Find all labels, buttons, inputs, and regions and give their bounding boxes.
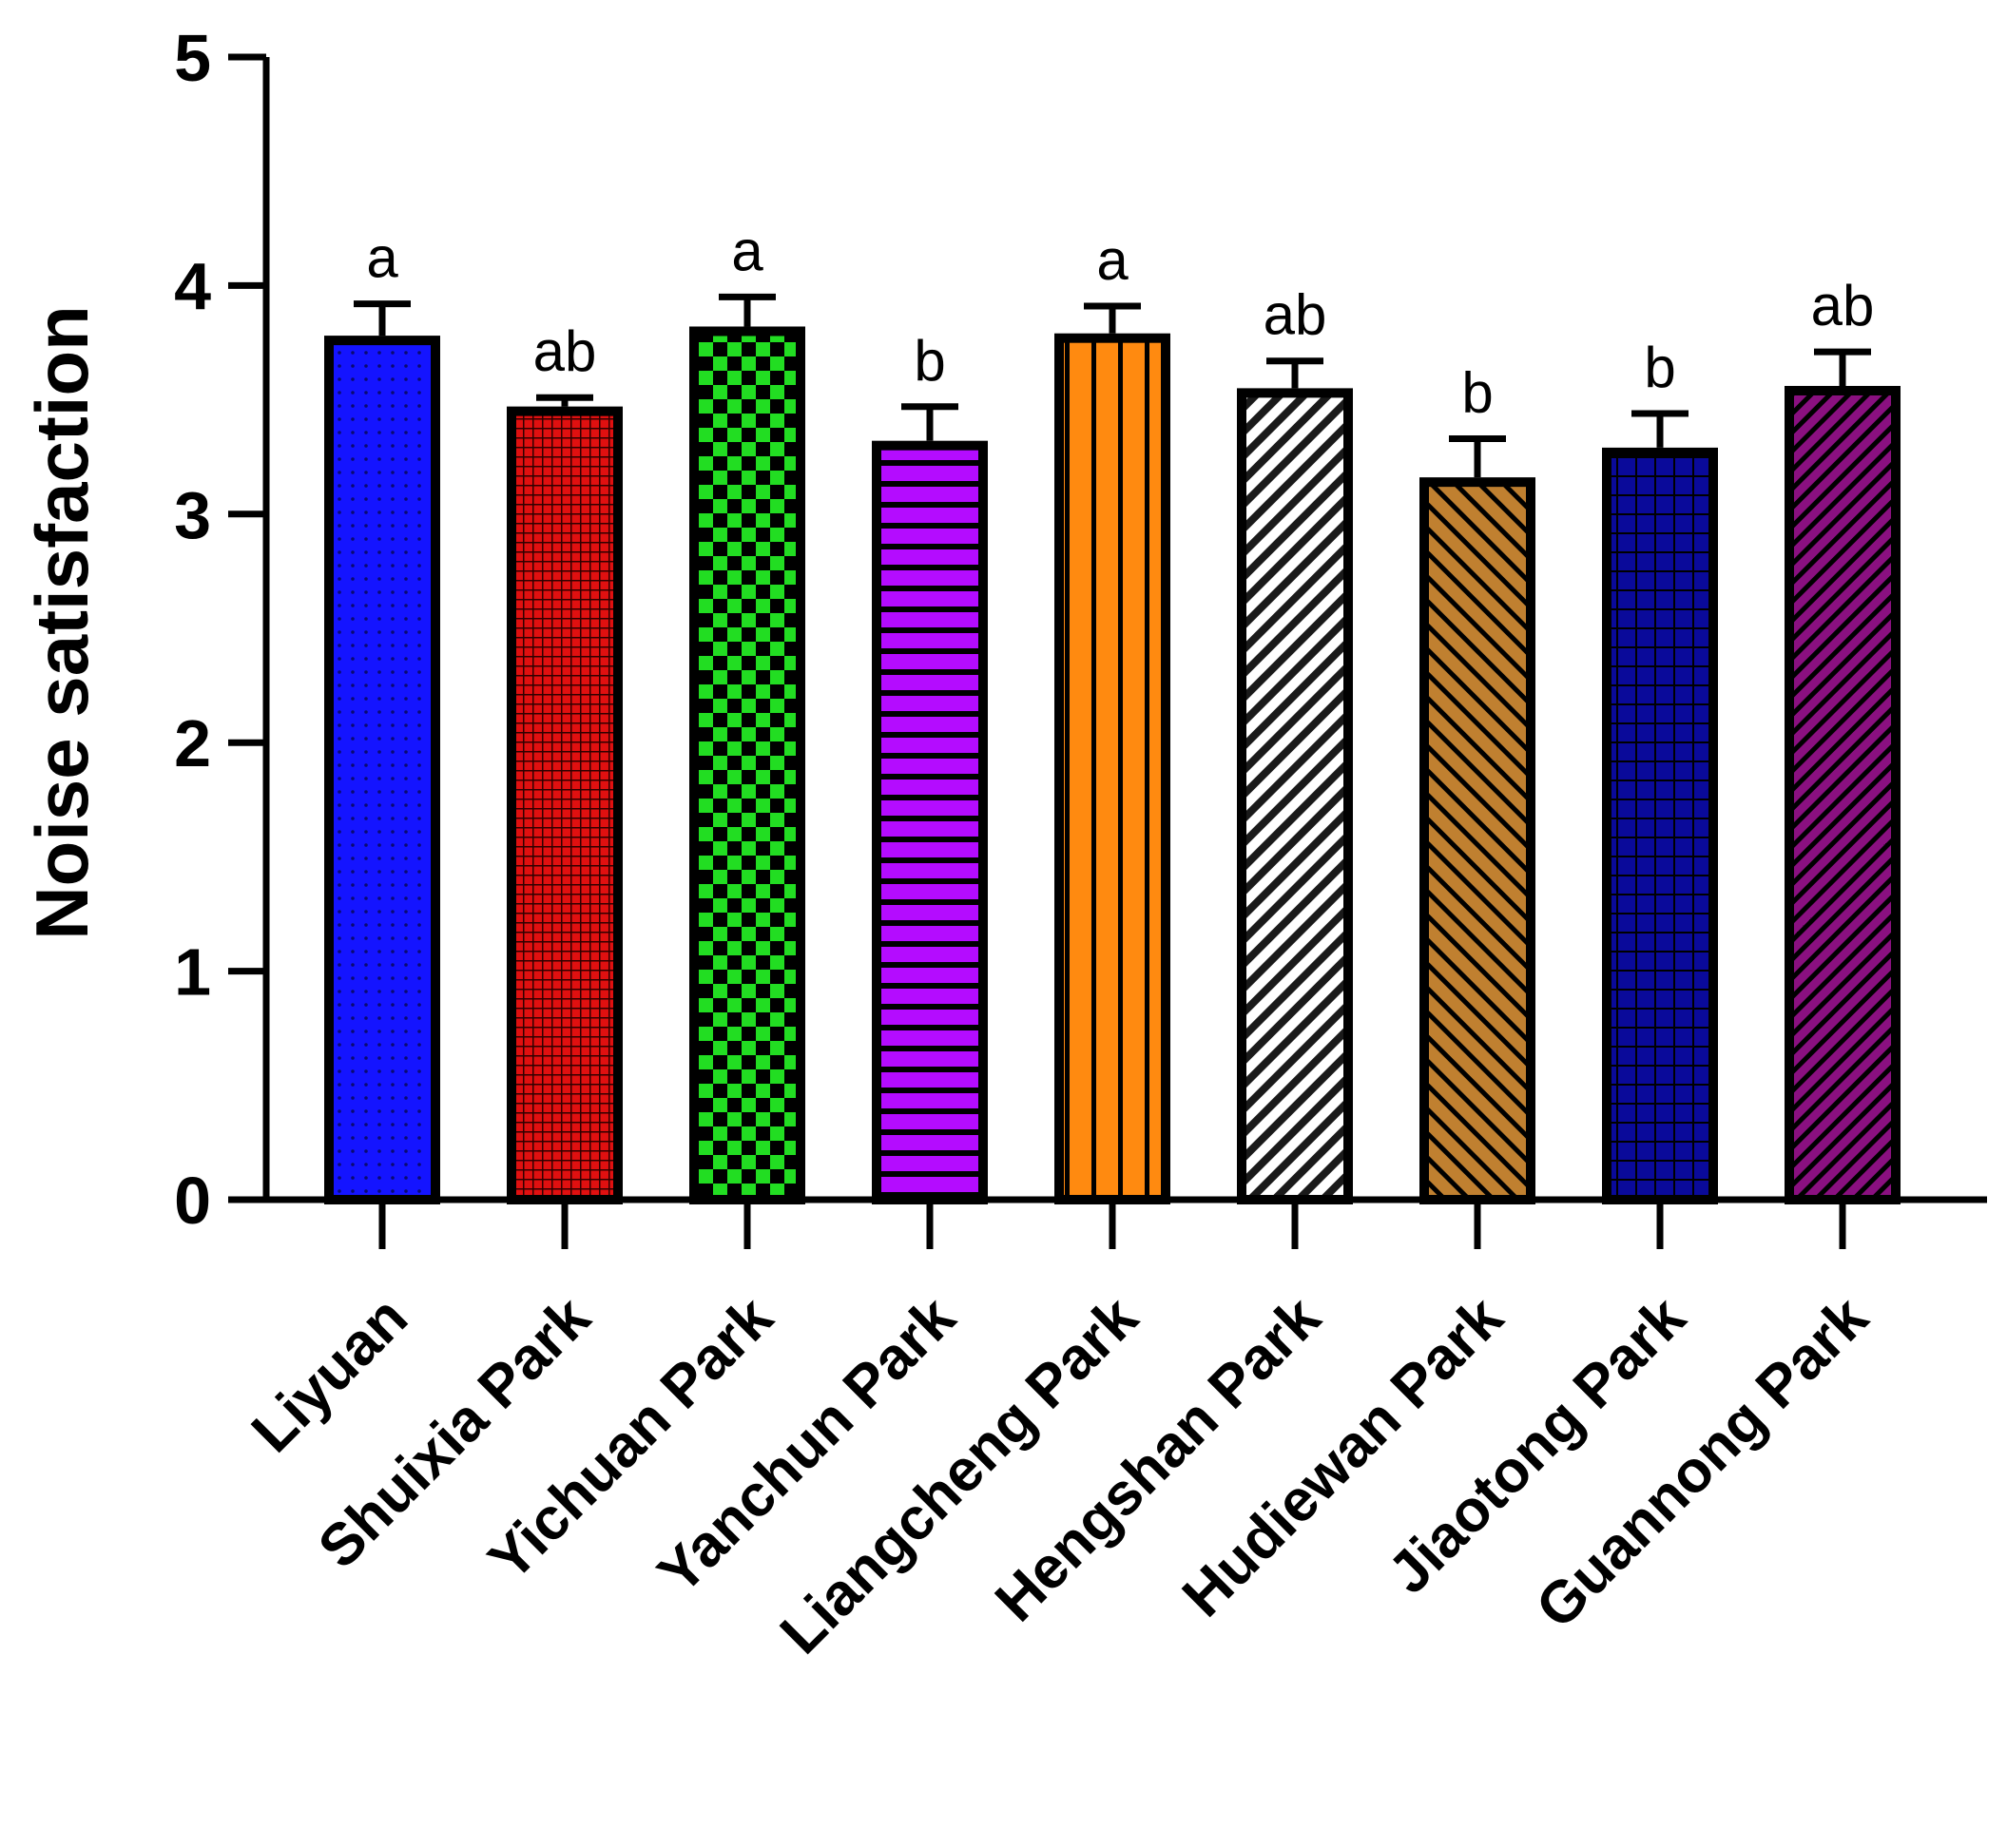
error-bar xyxy=(1449,434,1506,478)
significance-label: ab xyxy=(1811,274,1875,337)
error-bar xyxy=(1084,302,1141,334)
bar-liyuan xyxy=(324,336,440,1204)
y-tick-label: 3 xyxy=(174,478,211,552)
x-ticks xyxy=(378,1200,1846,1249)
error-bar xyxy=(1814,348,1871,386)
error-bar xyxy=(354,300,411,337)
y-axis-label: Noise satisfaction xyxy=(20,305,104,940)
error-bar xyxy=(719,293,776,327)
significance-label: b xyxy=(914,329,945,393)
error-bars xyxy=(354,293,1871,478)
bar-yichuan-park xyxy=(689,326,805,1205)
error-bar xyxy=(1266,357,1323,389)
y-tick-label: 5 xyxy=(174,21,211,95)
significance-label: b xyxy=(1644,336,1675,399)
y-tick-label: 0 xyxy=(174,1164,211,1238)
bar-jiaotong-park xyxy=(1602,447,1718,1204)
significance-label: a xyxy=(366,226,398,290)
significance-label: a xyxy=(1096,228,1129,292)
category-label: Liangcheng Park xyxy=(768,1284,1150,1666)
category-label: Liyuan xyxy=(240,1284,420,1465)
y-tick-label: 1 xyxy=(174,935,211,1010)
bar-hudiewan-park xyxy=(1419,477,1535,1205)
bar-liangcheng-park xyxy=(1054,333,1170,1204)
significance-label: ab xyxy=(1264,283,1327,347)
error-bar xyxy=(901,403,958,441)
bar-hengshan-park xyxy=(1237,388,1353,1204)
significance-label: ab xyxy=(533,319,597,383)
bar-shuixia-park xyxy=(507,406,623,1204)
axes xyxy=(262,57,1987,1203)
significance-label: b xyxy=(1461,360,1493,424)
error-bar xyxy=(536,394,593,407)
category-label: Hengshan Park xyxy=(983,1284,1333,1634)
y-ticks: 0 1 2 3 4 5 xyxy=(174,21,266,1238)
significance-label: a xyxy=(731,219,763,282)
y-axis-label-group: Noise satisfaction xyxy=(20,305,104,940)
bar-guannong-park xyxy=(1785,385,1901,1204)
category-label: Hudiewan Park xyxy=(1170,1284,1515,1629)
error-bar xyxy=(1631,410,1689,448)
category-label: Guannong Park xyxy=(1524,1284,1882,1642)
bar-yanchun-park xyxy=(872,440,988,1204)
bars xyxy=(324,326,1901,1205)
y-tick-label: 2 xyxy=(174,706,211,780)
y-tick-label: 4 xyxy=(174,249,211,323)
